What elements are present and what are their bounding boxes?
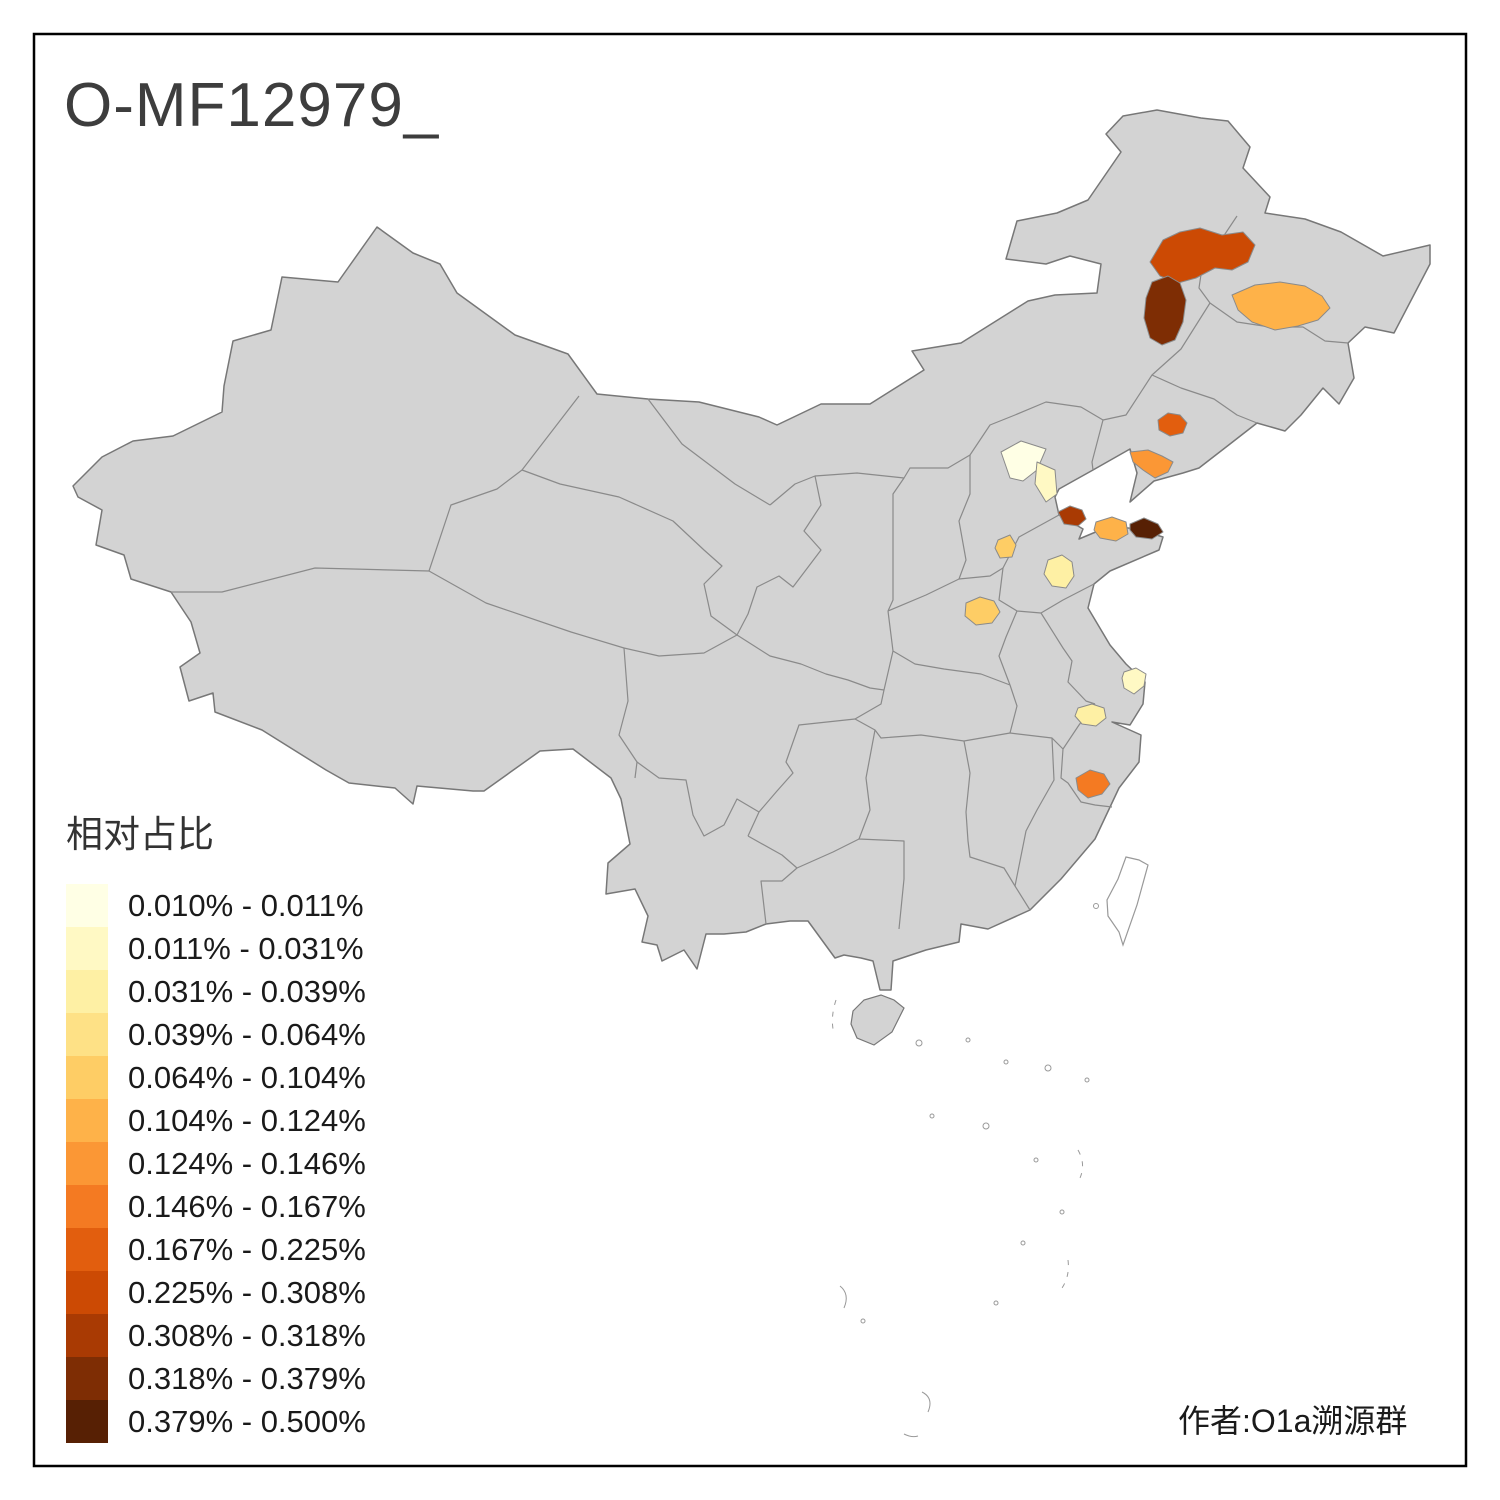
legend-swatch xyxy=(66,1400,108,1443)
map-region xyxy=(1129,449,1174,479)
map-title: O-MF12979_ xyxy=(64,71,440,140)
legend-item: 0.031% - 0.039% xyxy=(66,970,366,1013)
province-borders xyxy=(171,215,1349,930)
legend-swatch xyxy=(66,1314,108,1357)
map-region xyxy=(1075,769,1111,799)
legend-swatch xyxy=(66,1142,108,1185)
taiwan-island xyxy=(1106,856,1149,947)
legend-swatch xyxy=(66,970,108,1013)
legend-label: 0.104% - 0.124% xyxy=(128,1102,366,1138)
author-credit: 作者:O1a溯源群 xyxy=(1178,1403,1408,1439)
legend-label: 0.031% - 0.039% xyxy=(128,973,366,1009)
map-region xyxy=(1121,667,1147,695)
legend-item: 0.225% - 0.308% xyxy=(66,1271,366,1314)
legend-swatch xyxy=(66,1056,108,1099)
map-frame xyxy=(32,32,1468,1468)
map-region xyxy=(1057,505,1087,527)
south-china-sea-islands xyxy=(831,999,1090,1438)
map-region xyxy=(1129,517,1164,540)
map-region xyxy=(1143,275,1187,346)
hainan-island xyxy=(850,994,905,1046)
legend-label: 0.308% - 0.318% xyxy=(128,1317,366,1353)
legend-item: 0.104% - 0.124% xyxy=(66,1099,366,1142)
penghu-islet xyxy=(1093,903,1099,909)
legend-label: 0.146% - 0.167% xyxy=(128,1188,366,1224)
legend-swatch xyxy=(66,1357,108,1400)
map-region xyxy=(964,596,1001,626)
map-region xyxy=(1093,516,1129,542)
legend-title: 相对占比 xyxy=(66,814,214,855)
legend-item: 0.167% - 0.225% xyxy=(66,1228,366,1271)
legend-swatch xyxy=(66,927,108,970)
legend-label: 0.124% - 0.146% xyxy=(128,1145,366,1181)
legend-item: 0.064% - 0.104% xyxy=(66,1056,366,1099)
map-region xyxy=(1034,461,1058,503)
legend: 相对占比 0.010% - 0.011% 0.011% - 0.031% 0.0… xyxy=(66,804,366,1443)
legend-swatch xyxy=(66,1013,108,1056)
legend-swatch xyxy=(66,884,108,927)
legend-item: 0.011% - 0.031% xyxy=(66,927,366,970)
legend-label: 0.225% - 0.308% xyxy=(128,1274,366,1310)
map-region xyxy=(1149,227,1256,284)
map-region xyxy=(1043,554,1075,589)
legend-swatch xyxy=(66,1099,108,1142)
legend-label: 0.010% - 0.011% xyxy=(128,887,364,923)
legend-label: 0.011% - 0.031% xyxy=(128,930,364,966)
legend-swatch xyxy=(66,1228,108,1271)
map-region xyxy=(1074,703,1107,727)
map-region xyxy=(1157,412,1188,437)
legend-label: 0.167% - 0.225% xyxy=(128,1231,366,1267)
map-region xyxy=(994,534,1017,559)
legend-label: 0.318% - 0.379% xyxy=(128,1360,366,1396)
legend-item: 0.308% - 0.318% xyxy=(66,1314,366,1357)
highlighted-regions xyxy=(964,227,1331,799)
legend-label: 0.379% - 0.500% xyxy=(128,1403,366,1439)
legend-label: 0.039% - 0.064% xyxy=(128,1016,366,1052)
legend-item: 0.146% - 0.167% xyxy=(66,1185,366,1228)
legend-item: 0.039% - 0.064% xyxy=(66,1013,366,1056)
legend-swatch xyxy=(66,1271,108,1314)
legend-item: 0.010% - 0.011% xyxy=(66,884,366,927)
legend-label: 0.064% - 0.104% xyxy=(128,1059,366,1095)
map-region xyxy=(1231,281,1331,331)
legend-item: 0.379% - 0.500% xyxy=(66,1400,366,1443)
legend-item: 0.318% - 0.379% xyxy=(66,1357,366,1400)
legend-item: 0.124% - 0.146% xyxy=(66,1142,366,1185)
legend-swatch xyxy=(66,1185,108,1228)
